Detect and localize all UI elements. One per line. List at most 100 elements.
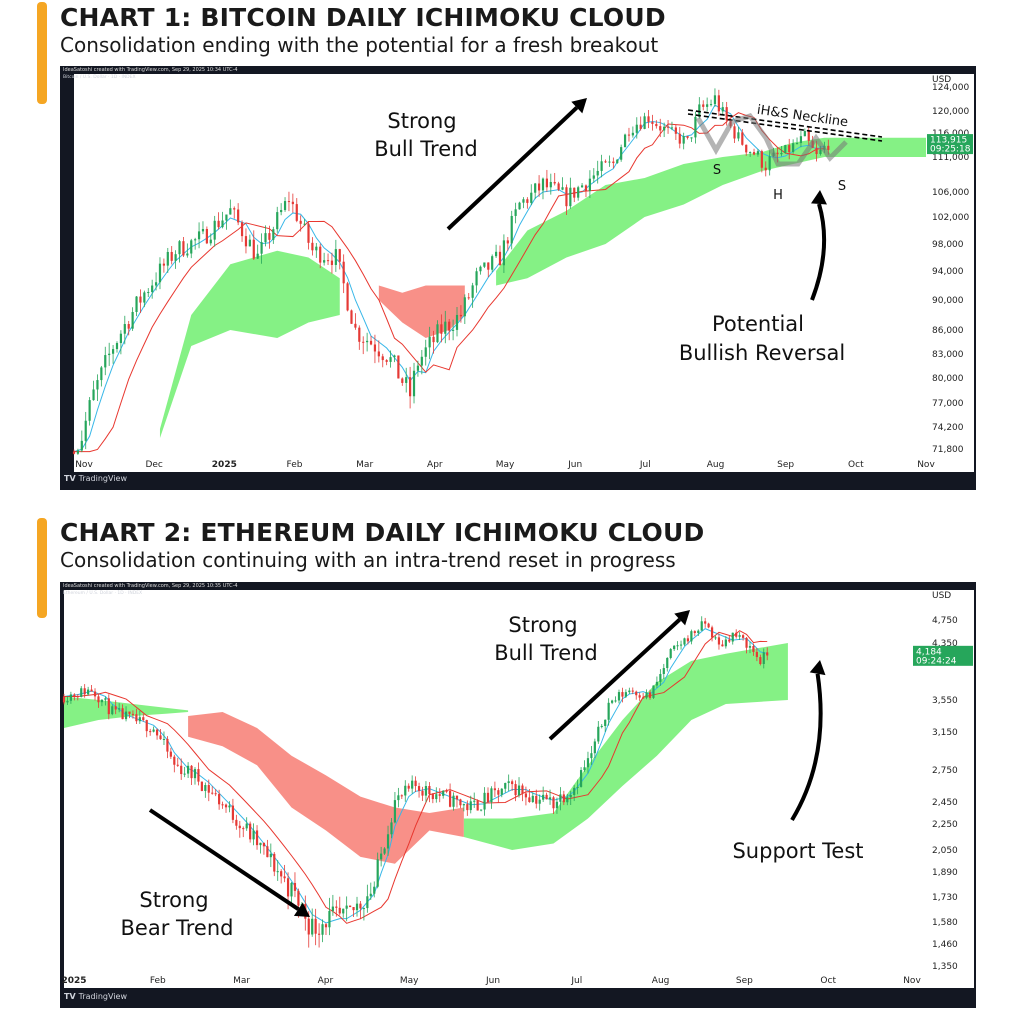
candle-body bbox=[397, 355, 400, 379]
chart1-frame: IdeaSatoshi created with TradingView.com… bbox=[60, 66, 976, 490]
price-tick-label: 111,000 bbox=[932, 153, 969, 163]
chart2-plot[interactable]: USD 4,750 4,350 3,550 3,150 2,750 2,450 2,250 2,… bbox=[60, 582, 976, 1008]
ichimoku-cloud-green-0 bbox=[159, 250, 340, 438]
chart2-accent-bar bbox=[37, 518, 47, 618]
candle-body bbox=[154, 282, 158, 286]
candle-body bbox=[526, 199, 529, 203]
candle-body bbox=[283, 201, 287, 211]
candle-body bbox=[713, 95, 717, 105]
candle-body bbox=[455, 314, 459, 330]
candle-body bbox=[648, 692, 652, 698]
candle-body bbox=[80, 688, 83, 697]
candle-body bbox=[319, 246, 322, 263]
candle-body bbox=[377, 351, 380, 357]
candle-body bbox=[565, 187, 568, 207]
candle-body bbox=[114, 706, 117, 710]
candle-body bbox=[283, 876, 286, 879]
candle-body bbox=[276, 212, 279, 230]
candle-body bbox=[624, 692, 627, 697]
candle-body bbox=[269, 853, 272, 858]
candle-body bbox=[741, 132, 744, 145]
candle-body bbox=[579, 770, 583, 787]
time-tick-label: Oct bbox=[820, 976, 836, 986]
candle-body bbox=[131, 713, 135, 715]
candle-body bbox=[639, 124, 642, 129]
price-tick-label: 3,150 bbox=[932, 728, 958, 738]
candle-body bbox=[194, 239, 197, 241]
bear-trend-arrow-head bbox=[293, 902, 310, 917]
candle-body bbox=[530, 192, 533, 203]
candle-body bbox=[193, 769, 197, 779]
candle-body bbox=[549, 181, 552, 188]
annotation-bull-trend-1: Bull Trend bbox=[374, 137, 478, 161]
price-tick-label: 124,000 bbox=[932, 83, 969, 93]
candle-body bbox=[142, 717, 145, 721]
candle-body bbox=[438, 794, 441, 796]
candle-body bbox=[669, 649, 672, 658]
candle-body bbox=[328, 910, 331, 928]
candle-body bbox=[717, 637, 721, 645]
price-tick-label: 83,000 bbox=[932, 350, 964, 360]
candle-body bbox=[366, 896, 369, 909]
candle-body bbox=[416, 365, 420, 371]
candle-body bbox=[616, 159, 619, 164]
candle-body bbox=[273, 853, 276, 872]
candle-body bbox=[204, 785, 207, 791]
candle-body bbox=[182, 241, 185, 256]
candle-body bbox=[710, 627, 714, 638]
price-tick-label: 77,000 bbox=[932, 399, 964, 409]
candle-body bbox=[311, 918, 314, 935]
candle-body bbox=[580, 185, 584, 188]
candle-body bbox=[507, 781, 510, 784]
candle-body bbox=[401, 378, 404, 383]
candle-body bbox=[147, 292, 150, 294]
price-tick-label: 74,200 bbox=[932, 423, 964, 433]
candle-body bbox=[428, 336, 431, 348]
candle-body bbox=[553, 181, 556, 184]
price-tick-label: 71,800 bbox=[932, 445, 964, 455]
time-tick-label: Feb bbox=[287, 460, 303, 470]
kijun-sen-line bbox=[74, 112, 825, 453]
candle-body bbox=[745, 637, 748, 648]
price-tick-label: 102,000 bbox=[932, 213, 969, 223]
candle-body bbox=[762, 652, 765, 664]
candle-body bbox=[483, 262, 486, 267]
candle-body bbox=[600, 161, 603, 171]
candle-body bbox=[600, 725, 603, 727]
candle-body bbox=[483, 792, 486, 810]
annotation-potential: Potential bbox=[712, 312, 804, 336]
candle-body bbox=[183, 773, 186, 775]
candle-body bbox=[272, 229, 275, 240]
candle-body bbox=[459, 314, 463, 317]
candle-body bbox=[741, 635, 745, 638]
time-tick-label: Aug bbox=[707, 460, 725, 470]
candle-body bbox=[455, 795, 459, 800]
candle-body bbox=[490, 788, 493, 803]
candle-body bbox=[268, 233, 271, 240]
ichimoku-cloud-green-2 bbox=[463, 643, 788, 850]
price-tick-label: 3,550 bbox=[932, 696, 958, 706]
candle-body bbox=[693, 631, 696, 633]
candle-body bbox=[197, 231, 201, 240]
candle-body bbox=[342, 908, 345, 914]
candle-body bbox=[295, 204, 298, 221]
candle-body bbox=[610, 700, 614, 703]
candle-body bbox=[776, 152, 779, 155]
candle-body bbox=[83, 688, 86, 695]
candle-body bbox=[170, 251, 173, 261]
candle-body bbox=[100, 367, 103, 381]
candle-body bbox=[104, 355, 107, 368]
candle-body bbox=[280, 871, 283, 877]
candle-body bbox=[586, 758, 590, 768]
candle-body bbox=[807, 131, 810, 141]
candle-body bbox=[373, 344, 377, 352]
chart1-credit: IdeaSatoshi created with TradingView.com… bbox=[63, 67, 238, 73]
candle-body bbox=[466, 804, 469, 811]
candle-body bbox=[621, 692, 624, 697]
candle-body bbox=[655, 123, 658, 127]
candle-body bbox=[417, 786, 421, 791]
candle-body bbox=[330, 260, 334, 265]
time-tick-label: May bbox=[496, 460, 515, 470]
candle-body bbox=[345, 905, 348, 909]
